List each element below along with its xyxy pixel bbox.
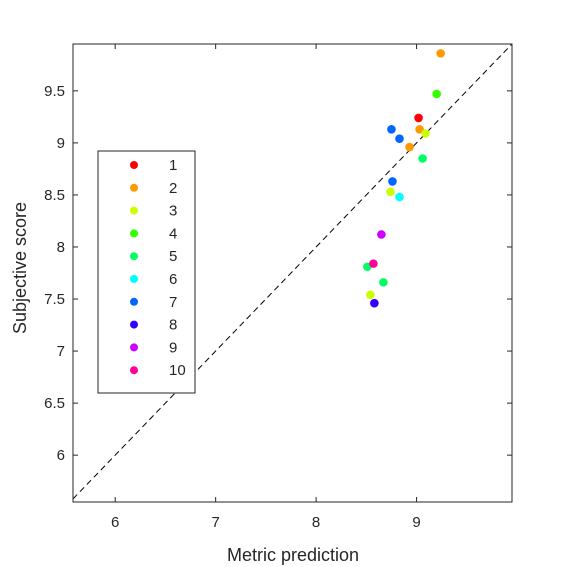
- legend-label-series-6: 6: [169, 271, 177, 288]
- x-tick-label: 7: [211, 514, 219, 531]
- y-tick-label: 6: [57, 447, 65, 464]
- y-tick-label: 8: [57, 239, 65, 256]
- y-tick-label: 7.5: [44, 291, 65, 308]
- data-point-series-3: [366, 290, 375, 300]
- legend-label-series-1: 1: [169, 157, 177, 174]
- legend-label-series-8: 8: [169, 317, 177, 334]
- data-point-series-2: [415, 125, 424, 134]
- legend-marker-series-7: [130, 297, 138, 306]
- y-tick-label: 9.5: [44, 83, 65, 100]
- y-axis-title: Subjective score: [10, 202, 30, 334]
- legend-marker-series-3: [130, 206, 138, 215]
- data-point-series-5: [418, 154, 427, 163]
- legend-label-series-5: 5: [169, 248, 177, 265]
- legend-label-series-3: 3: [169, 203, 177, 220]
- legend: 1 2 3 4 5 6 7 8 9 10: [97, 150, 196, 394]
- x-tick-label: 8: [312, 514, 320, 531]
- data-point-series-7: [387, 125, 396, 134]
- y-tick-label: 7: [57, 343, 65, 360]
- x-tick-label: 9: [412, 514, 420, 531]
- legend-marker-series-8: [130, 320, 138, 329]
- legend-marker-series-2: [130, 183, 138, 192]
- data-point-series-7: [388, 177, 397, 186]
- data-point-series-3: [421, 129, 430, 138]
- legend-label-series-7: 7: [169, 294, 177, 311]
- legend-label-series-4: 4: [169, 225, 177, 242]
- legend-label-series-2: 2: [169, 180, 177, 197]
- plot-area: 6 7 8 9 6 6.5 7 7.5 8 8.5 9 9.5 1 2 3 4 5 6 7 8 9 10: [44, 43, 513, 531]
- legend-marker-series-6: [130, 275, 138, 283]
- legend-marker-series-1: [130, 161, 138, 169]
- data-point-series-2: [436, 49, 445, 58]
- legend-label-series-9: 9: [169, 339, 177, 356]
- legend-marker-series-9: [130, 343, 138, 352]
- legend-marker-series-5: [130, 252, 138, 261]
- data-point-series-9: [377, 230, 386, 239]
- legend-marker-series-4: [130, 229, 138, 238]
- data-point-series-5: [379, 278, 388, 287]
- legend-label-series-10: 10: [169, 362, 186, 379]
- data-point-series-4: [432, 89, 441, 99]
- data-point-series-3: [386, 187, 395, 197]
- data-point-series-1: [414, 113, 423, 123]
- y-tick-label: 6.5: [44, 395, 65, 412]
- y-tick-label: 9: [57, 135, 65, 152]
- data-point-series-6: [395, 192, 404, 202]
- legend-marker-series-10: [130, 366, 138, 375]
- data-point-series-2: [405, 142, 414, 152]
- identity-reference-line: [72, 43, 513, 500]
- x-axis-title: Metric prediction: [227, 545, 359, 565]
- axes-frame: [72, 43, 513, 503]
- x-tick-label: 6: [111, 514, 119, 531]
- data-point-series-7: [395, 134, 404, 144]
- data-point-series-8: [370, 298, 379, 308]
- legend-box: [97, 150, 196, 394]
- y-tick-label: 8.5: [44, 187, 65, 204]
- data-point-series-10: [369, 259, 378, 268]
